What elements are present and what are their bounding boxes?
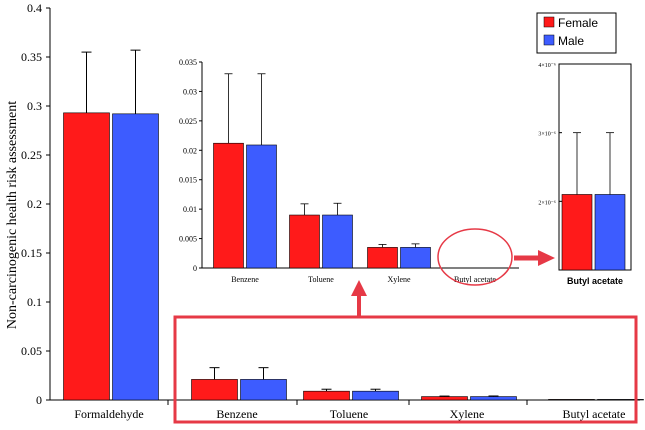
legend: Female Male [536,12,617,54]
female-bar [191,379,238,401]
female-bar [289,214,320,269]
male-bar [246,144,277,269]
female-bar [63,112,110,401]
inset-y-tick-label: 0.025 [179,117,197,126]
female-bar [367,247,398,269]
legend-label-male: Male [558,34,584,48]
zoom-y-tick-label: 3×10⁻⁶ [538,132,556,138]
inset-y-tick-label: 0.035 [179,58,197,67]
male-bar [352,390,399,401]
female-bar [213,142,244,269]
inset-x-tick-label: Xylene [387,275,411,284]
main-x-tick-label: Butyl acetate [563,407,626,421]
male-bar [240,379,287,401]
female-bar [421,396,468,401]
main-y-tick-label: 0.35 [21,50,42,64]
zoom-y-tick-label: 4×10⁻⁶ [538,63,556,69]
main-y-tick-label: 0.25 [21,148,42,162]
main-y-tick-label: 0.1 [27,295,42,309]
male-bar [322,214,353,269]
inset-y-tick-label: 0.01 [183,205,197,214]
inset-y-tick-label: 0.015 [179,176,197,185]
main-y-tick-label: 0.4 [27,1,42,15]
main-chart-axes: 0 0.05 0.1 0.15 0.2 0.25 0.3 0.35 0.4 Formaldehyd… [21,1,640,421]
zoom-chart-bars [561,132,626,271]
main-chart-bars [63,49,644,401]
inset-x-tick-label: Benzene [231,275,259,284]
inset-y-tick-label: 0 [193,264,197,273]
inset-x-tick-label: Toluene [308,275,334,284]
zoom-y-tick-label: 2×10⁻⁶ [538,200,556,206]
legend-label-female: Female [558,16,598,30]
male-bar [112,113,159,401]
main-x-tick-label: Xylene [450,407,485,421]
main-y-tick-label: 0.2 [27,197,42,211]
male-bar [597,399,644,401]
inset-x-tick-label: Butyl acetate [454,275,496,284]
female-bar [561,194,593,271]
right-arrow-icon [514,250,555,266]
main-y-axis-label: Non-carcinogenic health risk assessment [5,101,20,329]
highlight-box [173,315,638,424]
main-x-tick-label: Benzene [216,407,257,421]
main-y-tick-label: 0 [36,393,42,407]
inset-y-tick-label: 0.02 [183,146,197,155]
female-bar [548,399,595,401]
main-x-tick-label: Formaldehyde [74,407,143,421]
inset-chart-bars [213,73,507,269]
butyl-acetate-highlight-ellipse [437,228,513,286]
female-bar [303,390,350,401]
main-y-tick-label: 0.05 [21,344,42,358]
zoom-x-tick-label: Butyl acetate [567,276,623,286]
male-bar [594,194,626,271]
inset-y-tick-label: 0.03 [183,87,197,96]
inset-y-tick-label: 0.005 [179,235,197,244]
legend-swatch-female [543,16,555,28]
legend-swatch-male [543,34,555,46]
main-x-tick-label: Toluene [330,407,368,421]
main-y-tick-label: 0.3 [27,99,42,113]
male-bar [400,247,431,269]
male-bar [470,396,517,401]
main-y-tick-label: 0.15 [21,246,42,260]
up-arrow-icon [351,280,367,316]
